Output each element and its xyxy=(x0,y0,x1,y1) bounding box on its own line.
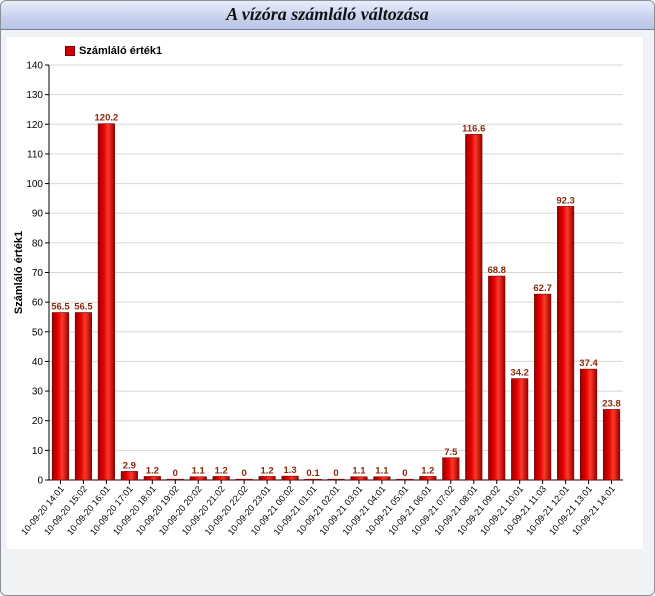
data-label: 23.8 xyxy=(602,398,621,409)
bar xyxy=(189,476,207,481)
y-tick-label: 90 xyxy=(32,209,44,220)
bar xyxy=(350,476,368,481)
data-label: 2.9 xyxy=(123,460,136,471)
data-label: 56.5 xyxy=(74,302,93,313)
bar xyxy=(304,478,322,481)
bar xyxy=(51,312,70,481)
bar xyxy=(396,478,414,481)
bar xyxy=(166,478,184,481)
data-label: 0 xyxy=(402,468,407,479)
bar xyxy=(143,476,161,481)
bar xyxy=(281,475,299,481)
y-tick-label: 0 xyxy=(37,476,43,487)
bar xyxy=(120,471,138,481)
data-label: 120.2 xyxy=(95,113,119,124)
data-label: 0 xyxy=(173,468,178,479)
bar xyxy=(465,134,483,481)
y-tick-label: 80 xyxy=(32,238,44,249)
y-tick-label: 30 xyxy=(32,387,44,398)
data-label: 0.1 xyxy=(306,468,320,479)
y-tick-label: 70 xyxy=(32,268,44,279)
data-label: 1.3 xyxy=(283,465,296,476)
y-tick-label: 140 xyxy=(26,61,43,72)
data-label: 92.3 xyxy=(556,195,575,206)
x-tick-label: 10-09-21 14:01 xyxy=(570,484,617,537)
legend-swatch xyxy=(65,46,75,56)
bar xyxy=(602,409,621,481)
bar xyxy=(511,378,529,481)
y-tick-label: 130 xyxy=(26,90,43,101)
title-bar: A vízóra számláló változása xyxy=(1,1,654,30)
bar xyxy=(327,478,345,481)
y-axis-title: Számláló érték1 xyxy=(13,231,25,314)
bar xyxy=(235,478,253,481)
data-label: 62.7 xyxy=(533,283,552,294)
data-label: 0 xyxy=(242,468,247,479)
data-label: 1.1 xyxy=(192,466,206,477)
bar xyxy=(419,476,437,481)
bar xyxy=(74,312,93,481)
legend: Számláló érték1 xyxy=(65,45,162,57)
bar xyxy=(488,275,506,481)
data-label: 1.2 xyxy=(261,465,274,476)
bar xyxy=(373,476,391,481)
bar xyxy=(258,476,276,481)
data-label: 37.4 xyxy=(579,358,598,369)
y-tick-label: 50 xyxy=(32,327,44,338)
y-tick-label: 60 xyxy=(32,298,44,309)
bar xyxy=(97,123,115,481)
y-tick-label: 110 xyxy=(27,149,43,160)
y-tick-label: 20 xyxy=(32,416,44,427)
data-label: 1.1 xyxy=(375,466,389,477)
data-label: 1.1 xyxy=(352,466,366,477)
data-label: 68.8 xyxy=(487,265,506,276)
data-label: 1.2 xyxy=(421,465,434,476)
y-tick-label: 120 xyxy=(26,120,43,131)
data-label: 7.5 xyxy=(444,447,458,458)
y-tick-label: 100 xyxy=(26,179,43,190)
bar xyxy=(534,293,552,481)
data-label: 0 xyxy=(333,468,338,479)
data-label: 1.2 xyxy=(215,465,228,476)
data-label: 116.6 xyxy=(462,123,485,134)
y-tick-label: 40 xyxy=(32,357,44,368)
bar xyxy=(579,368,598,481)
data-label: 56.5 xyxy=(51,302,70,313)
data-label: 34.2 xyxy=(510,368,529,379)
chart-title: A vízóra számláló változása xyxy=(226,4,429,24)
bar xyxy=(557,206,575,481)
data-label: 1.2 xyxy=(146,465,159,476)
bar xyxy=(212,476,230,481)
y-tick-label: 10 xyxy=(32,446,44,457)
legend-label: Számláló érték1 xyxy=(79,45,163,57)
bar xyxy=(442,457,460,481)
